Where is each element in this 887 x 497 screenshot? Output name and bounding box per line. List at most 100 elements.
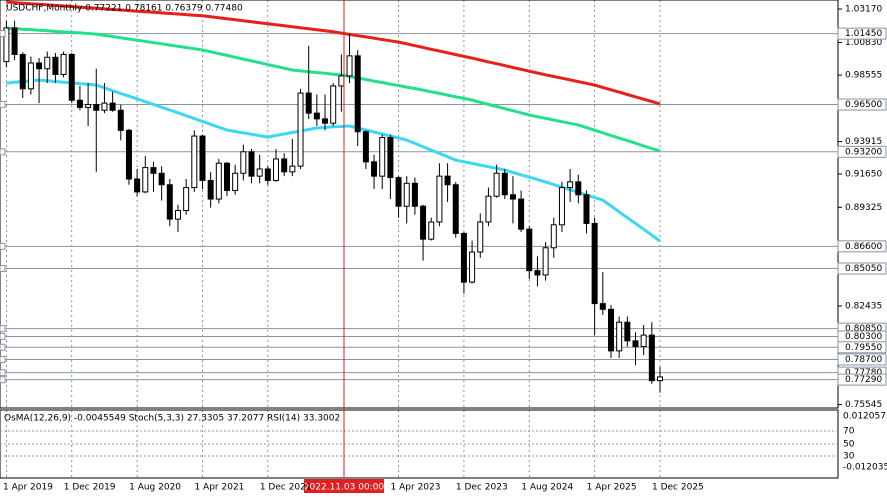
candle-body xyxy=(477,221,484,253)
candle-body xyxy=(640,334,647,348)
x-tick-label: 1 Dec 2023 xyxy=(456,483,508,493)
candle-body xyxy=(387,136,394,179)
candle-body xyxy=(534,270,541,276)
candle-body xyxy=(19,53,26,90)
candle-body xyxy=(558,187,565,226)
candle-body xyxy=(207,179,214,200)
level-marker xyxy=(0,265,6,273)
y-tick-label: 0.82435 xyxy=(845,301,882,311)
level-label: 0.80850 xyxy=(845,324,882,334)
candle-body xyxy=(436,175,443,223)
candle-body xyxy=(191,135,198,189)
candle-body xyxy=(354,55,361,133)
level-marker xyxy=(0,369,6,377)
level-label: 0.79550 xyxy=(845,343,882,353)
candle-body xyxy=(273,158,280,181)
x-tick-label: 1 Aug 2020 xyxy=(129,483,181,493)
candle-body xyxy=(199,135,206,181)
candle-body xyxy=(101,102,108,111)
moving-average xyxy=(6,0,661,106)
candle-body xyxy=(76,99,83,108)
candle-body xyxy=(624,321,631,342)
candle-body xyxy=(150,167,157,174)
indicator-scale-label: 0.012057 xyxy=(843,412,886,422)
y-tick-label: 1.03170 xyxy=(845,5,882,15)
candle-body xyxy=(281,158,288,173)
level-label-box xyxy=(837,341,887,354)
level-marker xyxy=(0,325,6,333)
candle-body xyxy=(583,194,590,224)
level-label: 0.77290 xyxy=(845,375,882,385)
level-label: 1.01450 xyxy=(845,29,882,39)
candle-body xyxy=(648,334,655,382)
candle-body xyxy=(395,177,402,207)
candle-body xyxy=(485,195,492,223)
level-label: 0.80300 xyxy=(845,332,882,342)
candle-body xyxy=(158,172,165,186)
candle-body xyxy=(599,303,606,310)
indicator-scale-label: 50 xyxy=(843,440,855,450)
candle-body xyxy=(256,168,263,177)
candle-body xyxy=(183,187,190,212)
candle-body xyxy=(109,102,116,111)
candle-body xyxy=(305,92,312,114)
indicator-scale-label: -0.012035 xyxy=(843,463,887,473)
candle-body xyxy=(420,205,427,240)
level-marker xyxy=(0,376,6,384)
candle-body xyxy=(575,181,582,196)
candle-body xyxy=(174,210,181,220)
candle-body xyxy=(68,53,75,101)
candle-body xyxy=(27,62,34,90)
price-panel xyxy=(0,0,838,478)
x-tick-label: 1 Apr 2025 xyxy=(587,483,637,493)
candle-body xyxy=(134,178,141,193)
candle-body xyxy=(411,182,418,207)
candle-body xyxy=(264,168,271,181)
level-label: 0.78700 xyxy=(845,355,882,365)
candle-body xyxy=(142,167,149,193)
candle-body xyxy=(379,136,386,177)
x-tick-label: 1 Dec 2025 xyxy=(652,483,704,493)
candle-body xyxy=(93,104,100,111)
candle-body xyxy=(330,85,337,124)
candle-body xyxy=(215,162,222,200)
candle-body xyxy=(44,56,51,70)
level-marker xyxy=(0,30,6,38)
candle-body xyxy=(632,340,639,348)
level-label-box xyxy=(837,373,887,386)
candle-body xyxy=(493,172,500,197)
candle-body xyxy=(289,165,296,173)
candle-body xyxy=(501,172,508,196)
level-label-box xyxy=(837,27,887,40)
candle-body xyxy=(240,151,247,174)
candle-body xyxy=(52,56,59,75)
level-label: 0.77780 xyxy=(845,368,882,378)
candle-body xyxy=(657,376,663,382)
candle-body xyxy=(166,184,173,220)
x-tick-label: 1 Apr 2019 xyxy=(3,483,53,493)
candle-body xyxy=(346,55,353,77)
candle-body xyxy=(85,104,92,108)
indicator-scale-label: 70 xyxy=(843,427,855,437)
level-label-box xyxy=(837,145,887,158)
candle-body xyxy=(297,92,304,167)
moving-average xyxy=(6,26,661,153)
candle-body xyxy=(248,151,255,177)
y-tick-label: 0.89325 xyxy=(845,203,882,213)
y-tick-label: 1.00830 xyxy=(845,38,882,48)
level-label-box xyxy=(837,353,887,366)
candle-body xyxy=(36,62,43,70)
moving-average xyxy=(6,78,661,243)
level-marker xyxy=(0,355,6,363)
level-label: 0.85050 xyxy=(845,264,882,274)
candle-body xyxy=(3,27,10,63)
level-marker xyxy=(0,101,6,109)
level-label: 0.96500 xyxy=(845,100,882,110)
level-marker xyxy=(0,343,6,351)
x-tick-label: 1 Apr 2023 xyxy=(391,483,441,493)
cursor-label-box xyxy=(304,479,384,493)
candle-body xyxy=(322,118,329,124)
candle-body xyxy=(607,308,614,352)
chart-title: USDCHF,Monthly 0.77221 0.78161 0.76379 0… xyxy=(6,4,243,14)
candle-body xyxy=(371,161,378,177)
